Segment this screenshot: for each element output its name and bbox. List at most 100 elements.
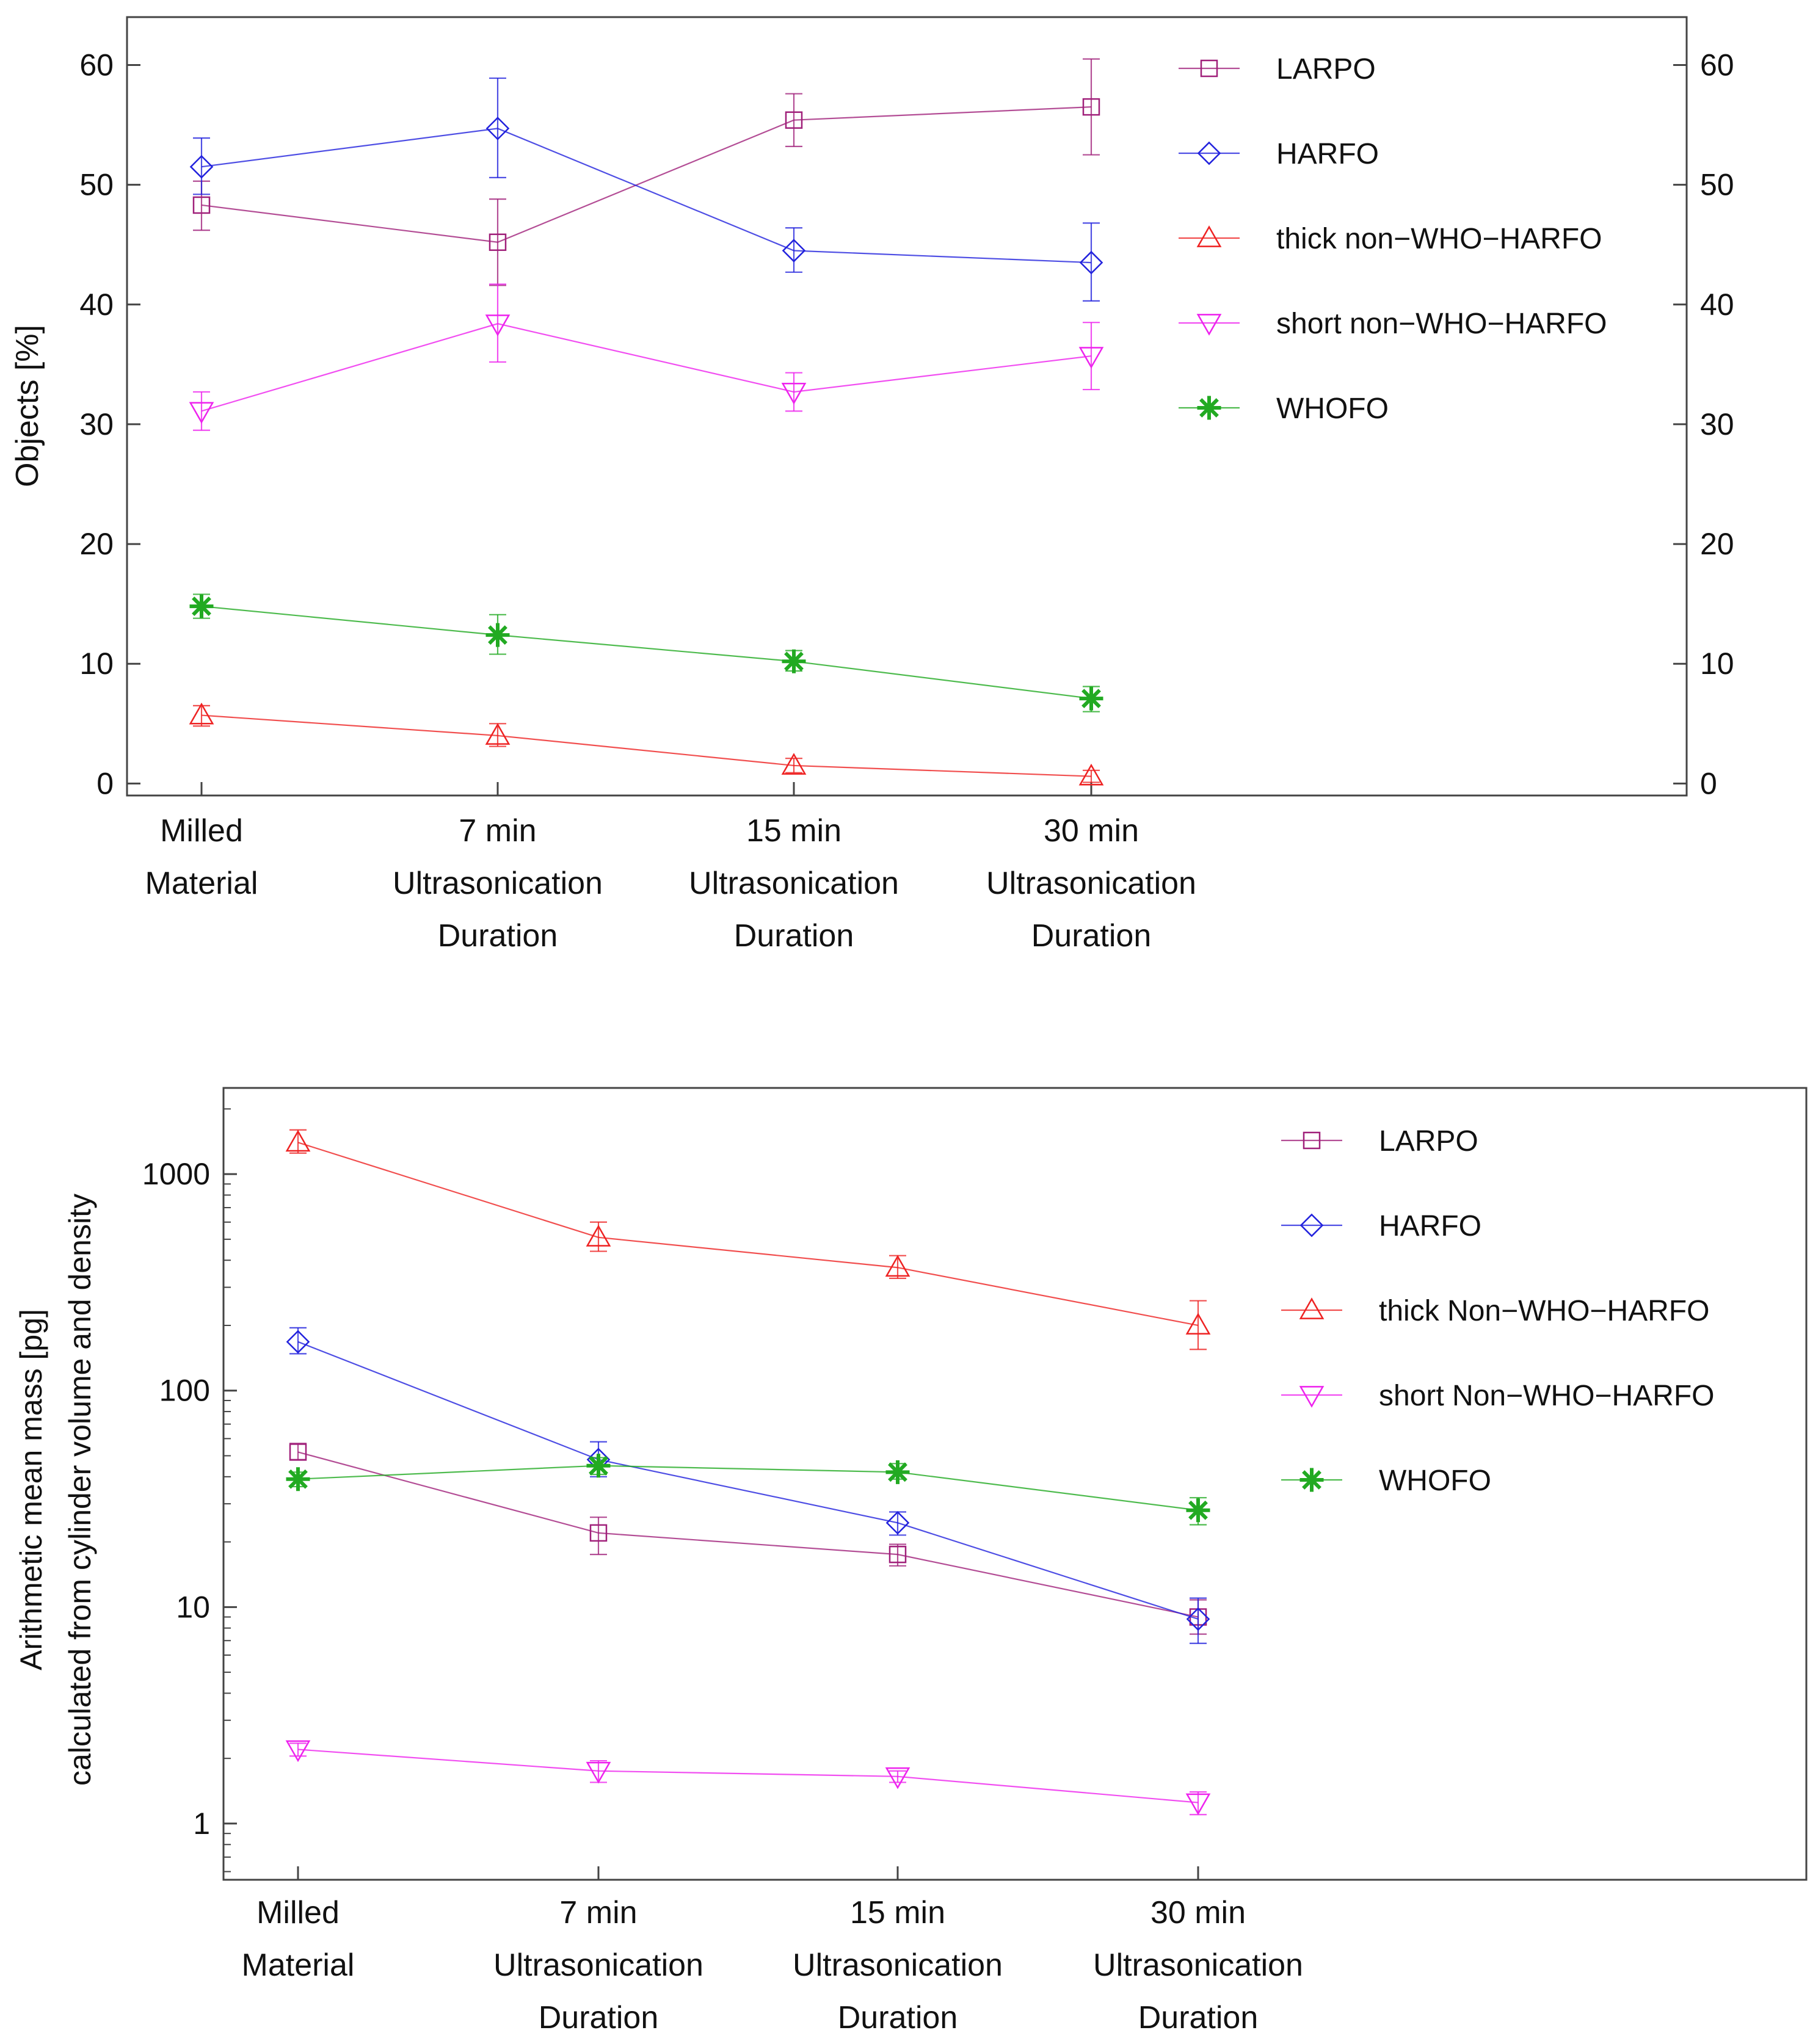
legend-entry: HARFO (1179, 138, 1379, 170)
legend-marker (1196, 225, 1222, 247)
legend-label: HARFO (1379, 1210, 1481, 1242)
legend-label: LARPO (1276, 53, 1376, 85)
y-axis-label-bottom-line1: Arithmetic mean mass [pg] (14, 1309, 48, 1670)
y-tick-label-left: 40 (79, 288, 114, 322)
legend-label: WHOFO (1276, 393, 1389, 425)
x-tick-label: Duration (838, 2000, 958, 2035)
data-point (885, 1511, 910, 1535)
data-point (285, 1740, 311, 1763)
y-tick-label-right: 40 (1700, 288, 1734, 322)
legend-label: HARFO (1276, 138, 1379, 170)
data-point (289, 1443, 307, 1461)
series-line (297, 1465, 1199, 1511)
x-tick-label: Duration (438, 918, 558, 954)
data-point (1186, 1498, 1210, 1523)
y-tick-label-right: 10 (1700, 647, 1734, 681)
series-LARPO (289, 1443, 1207, 1635)
legend-label: short non−WHO−HARFO (1276, 308, 1607, 340)
data-point (285, 1129, 311, 1152)
x-tick-label: Ultrasonication (1093, 1948, 1303, 1983)
legend-entry: WHOFO (1179, 393, 1389, 425)
series-line (201, 128, 1092, 264)
x-tick-label: 7 min (559, 1895, 637, 1930)
y-tick-label-right: 60 (1700, 48, 1734, 82)
data-point (485, 314, 511, 336)
x-tick-label: Ultrasonication (986, 866, 1196, 901)
x-tick-label: 15 min (850, 1895, 945, 1930)
series-short non−WHO−HARFO (189, 283, 1104, 431)
series-line (201, 106, 1092, 243)
x-tick-label: Ultrasonication (493, 1948, 703, 1983)
legend-entry: short Non−WHO−HARFO (1281, 1380, 1714, 1412)
data-point (781, 383, 807, 405)
y-tick-label-left: 1 (193, 1807, 210, 1841)
data-point (782, 649, 806, 673)
data-point (1079, 686, 1103, 711)
legend-marker (1303, 1131, 1321, 1150)
x-tick-label: Ultrasonication (393, 866, 603, 901)
x-tick-label: Duration (734, 918, 854, 954)
data-point (885, 1460, 910, 1484)
data-point (485, 117, 510, 140)
y-tick-label-left: 10 (176, 1590, 210, 1624)
series-WHOFO (189, 593, 1103, 712)
data-point (1078, 763, 1104, 786)
x-tick-label: Milled (256, 1895, 340, 1930)
legend-marker (1197, 141, 1221, 165)
x-tick-label: Material (145, 866, 258, 901)
data-point (286, 1330, 310, 1354)
y-tick-label-left: 100 (159, 1374, 210, 1408)
data-point (485, 723, 511, 745)
series-short Non−WHO−HARFO (285, 1740, 1211, 1816)
data-point (189, 702, 214, 725)
series-HARFO (286, 1327, 1210, 1644)
data-point (782, 239, 806, 263)
series-LARPO (192, 58, 1100, 286)
legend-label: thick non−WHO−HARFO (1276, 223, 1602, 255)
y-axis-label-top: Objects [%] (10, 325, 45, 487)
series-line (297, 1749, 1199, 1803)
x-tick-label: Duration (1031, 918, 1152, 954)
series-line (297, 1451, 1199, 1618)
x-tick-label: 30 min (1150, 1895, 1246, 1930)
series-line (201, 605, 1092, 700)
legend-entry: HARFO (1281, 1210, 1481, 1242)
series-WHOFO (286, 1454, 1210, 1526)
data-point (1078, 347, 1104, 369)
legend-entry: LARPO (1179, 53, 1376, 85)
series-line (201, 714, 1092, 777)
x-tick-label: Material (242, 1948, 355, 1983)
x-tick-label: Ultrasonication (689, 866, 899, 901)
y-tick-label-right: 20 (1700, 527, 1734, 561)
y-tick-label-left: 60 (79, 48, 114, 82)
chart-mean-mass: Arithmetic mean mass [pg] calculated fro… (14, 1087, 1808, 2035)
legend-label: short Non−WHO−HARFO (1379, 1380, 1714, 1412)
data-point (586, 1454, 611, 1478)
series-HARFO (189, 77, 1103, 302)
series-thick non−WHO−HARFO (189, 702, 1104, 786)
y-axis-label-bottom-line2: calculated from cylinder volume and dens… (63, 1194, 97, 1786)
x-tick-label: Duration (539, 2000, 659, 2035)
data-point (586, 1761, 611, 1784)
legend-entry: thick non−WHO−HARFO (1179, 223, 1602, 255)
y-tick-label-left: 30 (79, 407, 114, 441)
data-point (1079, 250, 1103, 275)
legend-entry: LARPO (1281, 1125, 1478, 1158)
data-point (1185, 1793, 1211, 1816)
data-point (785, 111, 803, 129)
data-point (189, 154, 214, 179)
series-thick Non−WHO−HARFO (285, 1129, 1211, 1350)
x-tick-label: Duration (1138, 2000, 1259, 2035)
series-line (297, 1341, 1199, 1620)
legend-label: WHOFO (1379, 1465, 1491, 1497)
data-point (889, 1545, 907, 1564)
legend-entry: thick Non−WHO−HARFO (1281, 1295, 1709, 1327)
legend-marker (1197, 396, 1221, 420)
data-point (885, 1255, 910, 1277)
legend-label: LARPO (1379, 1125, 1478, 1158)
legend-marker (1200, 59, 1218, 78)
data-point (781, 753, 807, 775)
legend-entry: short non−WHO−HARFO (1179, 308, 1607, 340)
data-point (1186, 1607, 1210, 1631)
